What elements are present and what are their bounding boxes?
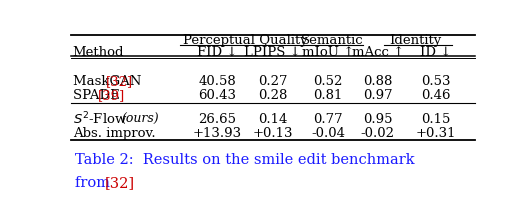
Text: 0.28: 0.28 [258, 89, 287, 102]
Text: Identity: Identity [389, 34, 441, 47]
Text: LPIPS ↓: LPIPS ↓ [244, 46, 301, 59]
Text: Method: Method [73, 46, 124, 59]
Text: +0.13: +0.13 [252, 127, 293, 140]
Text: 0.95: 0.95 [363, 113, 393, 126]
Text: 0.52: 0.52 [314, 75, 343, 88]
Text: $S^2$-Flow: $S^2$-Flow [73, 111, 128, 127]
Text: +0.31: +0.31 [415, 127, 456, 140]
Text: 0.88: 0.88 [363, 75, 393, 88]
Text: FID ↓: FID ↓ [197, 46, 237, 59]
Text: SPADE: SPADE [73, 89, 123, 102]
Text: 60.43: 60.43 [198, 89, 236, 102]
Text: -0.02: -0.02 [361, 127, 395, 140]
Text: 26.65: 26.65 [198, 113, 236, 126]
Text: [39]: [39] [97, 89, 124, 102]
Text: [32]: [32] [106, 75, 133, 88]
Text: +13.93: +13.93 [193, 127, 242, 140]
Text: 0.97: 0.97 [363, 89, 393, 102]
Text: 0.81: 0.81 [314, 89, 343, 102]
Text: from: from [74, 176, 114, 190]
Text: MaskGAN: MaskGAN [73, 75, 145, 88]
Text: 40.58: 40.58 [198, 75, 236, 88]
Text: (ours): (ours) [121, 113, 159, 126]
Text: mAcc ↑: mAcc ↑ [352, 46, 404, 59]
Text: -0.04: -0.04 [311, 127, 345, 140]
Text: 0.27: 0.27 [258, 75, 287, 88]
Text: Semantic: Semantic [301, 34, 364, 47]
Text: Perceptual Quality: Perceptual Quality [184, 34, 308, 47]
Text: 0.14: 0.14 [258, 113, 287, 126]
Text: 0.15: 0.15 [421, 113, 450, 126]
Text: [32]: [32] [104, 176, 135, 190]
Text: 0.77: 0.77 [313, 113, 343, 126]
Text: Abs. improv.: Abs. improv. [73, 127, 155, 140]
Text: 0.53: 0.53 [421, 75, 450, 88]
Text: Table 2:  Results on the smile edit benchmark: Table 2: Results on the smile edit bench… [74, 153, 414, 167]
Text: mIoU ↑: mIoU ↑ [302, 46, 354, 59]
Text: ID ↓: ID ↓ [420, 46, 451, 59]
Text: 0.46: 0.46 [421, 89, 450, 102]
